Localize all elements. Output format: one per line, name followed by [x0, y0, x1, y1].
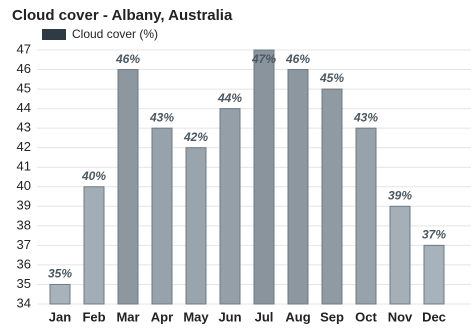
y-tick-label: 44 — [17, 100, 31, 115]
value-label: 45% — [319, 71, 344, 85]
value-label: 39% — [388, 188, 412, 202]
bar — [219, 108, 241, 305]
value-label: 46% — [115, 52, 140, 66]
x-tick-label: Apr — [151, 309, 173, 324]
y-tick-label: 41 — [17, 159, 31, 174]
y-tick-label: 37 — [17, 237, 31, 252]
value-label: 37% — [422, 228, 446, 242]
x-tick-label: Mar — [116, 309, 139, 324]
x-tick-label: Aug — [285, 309, 310, 324]
bar — [253, 49, 275, 305]
legend-swatch — [42, 29, 66, 40]
y-tick-label: 35 — [17, 276, 31, 291]
y-tick-label: 36 — [17, 256, 31, 271]
legend-label: Cloud cover (%) — [72, 27, 158, 41]
y-tick-label: 38 — [17, 217, 31, 232]
x-tick-label: Sep — [320, 309, 344, 324]
x-tick-label: Nov — [388, 309, 413, 324]
y-tick-label: 45 — [17, 81, 31, 96]
value-label: 43% — [353, 110, 378, 124]
bar — [185, 147, 207, 305]
value-label: 40% — [81, 169, 106, 183]
value-label: 42% — [183, 130, 208, 144]
x-tick-label: May — [183, 309, 209, 324]
x-tick-label: Jan — [49, 309, 71, 324]
value-label: 43% — [149, 110, 174, 124]
y-tick-label: 39 — [17, 198, 31, 213]
y-tick-label: 42 — [17, 139, 31, 154]
bar — [321, 88, 343, 305]
y-tick-label: 46 — [17, 61, 31, 76]
value-label: 35% — [48, 267, 72, 281]
x-tick-label: Dec — [422, 309, 446, 324]
value-label: 44% — [217, 91, 242, 105]
bar — [287, 69, 309, 305]
value-label: 46% — [285, 52, 310, 66]
y-tick-label: 43 — [17, 120, 31, 135]
y-tick-label: 47 — [17, 41, 31, 56]
x-tick-label: Feb — [82, 309, 105, 324]
bar — [389, 205, 411, 305]
bar — [423, 244, 445, 305]
x-tick-label: Jul — [255, 309, 274, 324]
bar — [49, 283, 71, 305]
bar — [117, 69, 139, 305]
y-tick-label: 40 — [17, 178, 31, 193]
chart-title: Cloud cover - Albany, Australia — [12, 7, 233, 24]
bar — [151, 127, 173, 305]
value-label: 47% — [251, 52, 276, 66]
x-tick-label: Jun — [218, 309, 241, 324]
x-tick-label: Oct — [355, 309, 377, 324]
bar — [355, 127, 377, 305]
y-tick-label: 34 — [17, 295, 31, 310]
bar — [83, 186, 105, 305]
